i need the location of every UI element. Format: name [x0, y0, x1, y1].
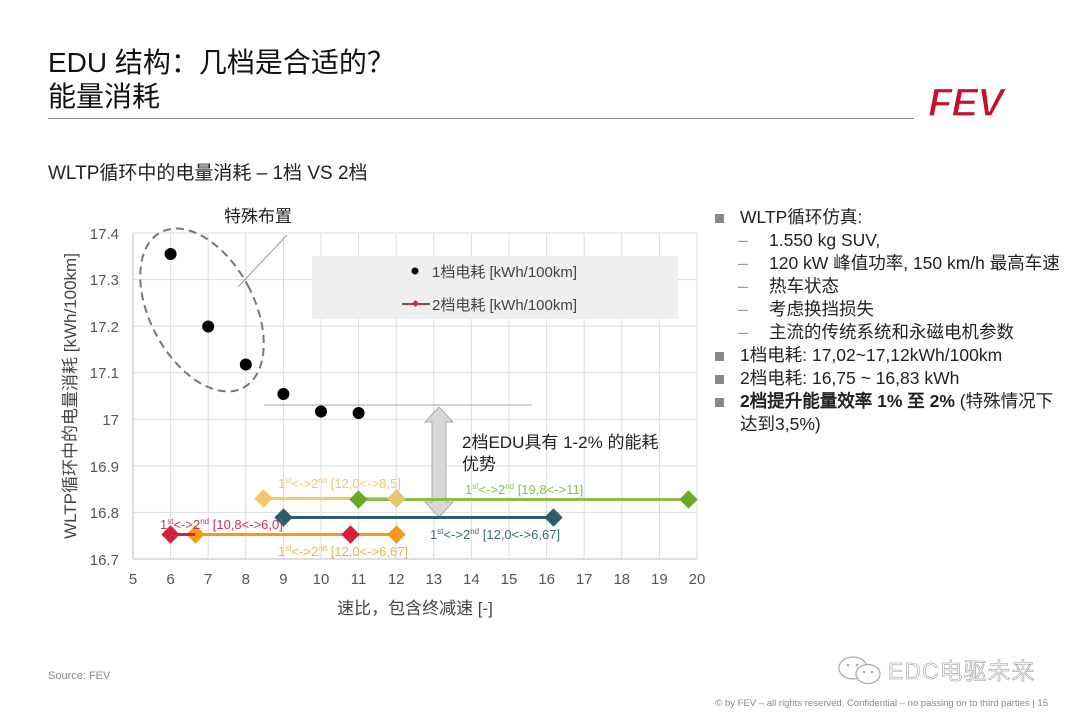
sub-bullet-power-speed: 120 kW 峰值功率, 150 km/h 最高车速 — [712, 252, 1062, 275]
label-red: 1st<->2nd [10,8<->6,0] — [160, 517, 283, 532]
data-point — [164, 248, 177, 260]
svg-text:17.3: 17.3 — [90, 272, 119, 289]
label-teal: 1st<->2nd [12,0<->6,67] — [430, 527, 560, 542]
svg-text:11: 11 — [351, 571, 367, 588]
data-point — [202, 320, 215, 333]
sub-bullet-vehicle-mass: 1.550 kg SUV, — [712, 229, 1062, 252]
legend-box — [312, 256, 678, 319]
svg-text:16: 16 — [538, 571, 555, 588]
title-divider — [48, 118, 914, 119]
watermark-text: EDC电驱未来 — [888, 658, 1036, 685]
label-orange: 1st<->2nd [12,0<->6,67] — [278, 544, 408, 559]
advantage-label-line-2: 优势 — [462, 455, 496, 474]
svg-text:19: 19 — [651, 571, 668, 588]
svg-text:9: 9 — [279, 571, 287, 588]
energy-consumption-chart: 17.4 17.3 17.2 17.1 17 16.9 16.8 16.7 5 … — [61, 207, 706, 618]
series-teal-12-6.67 — [274, 508, 563, 527]
special-layout-pointer — [237, 234, 288, 288]
svg-text:17.4: 17.4 — [90, 226, 119, 243]
key-findings-list: WLTP循环仿真: 1.550 kg SUV, 120 kW 峰值功率, 150… — [712, 206, 1062, 436]
svg-text:18: 18 — [613, 571, 630, 588]
svg-text:16.8: 16.8 — [90, 505, 119, 522]
svg-text:17.1: 17.1 — [90, 365, 119, 382]
svg-text:FEV: FEV — [928, 84, 1007, 120]
svg-text:20: 20 — [689, 571, 706, 588]
svg-text:10: 10 — [313, 571, 330, 588]
svg-text:17: 17 — [102, 412, 119, 429]
svg-text:16.9: 16.9 — [90, 459, 119, 476]
svg-text:15: 15 — [501, 571, 518, 588]
special-layout-ellipse — [139, 227, 265, 393]
title-line-1: EDU 结构：几档是合适的？ — [48, 47, 395, 78]
x-axis-label: 速比，包含终减速 [-] — [337, 599, 493, 618]
series-green-19.8-11 — [349, 489, 698, 509]
svg-text:8: 8 — [242, 571, 250, 588]
bullet-efficiency-gain: 2档提升能量效率 1% 至 2% (特殊情况下达到3,5%) — [712, 390, 1062, 436]
axes — [132, 233, 697, 560]
title-line-2: 能量消耗 — [48, 81, 161, 112]
sub-bullet-shift-losses: 考虑换挡损失 — [712, 298, 1062, 321]
legend-label-2nd-gear: 2档电耗 [kWh/100km] — [432, 297, 577, 314]
sub-bullet-warm-state: 热车状态 — [712, 275, 1062, 298]
fev-logo: FEV — [926, 80, 1032, 125]
bullet-2nd-gear-consumption: 2档电耗: 16,75 ~ 16,83 kWh — [712, 367, 1062, 390]
data-point — [315, 405, 327, 418]
chart-subtitle: WLTP循环中的电量消耗 – 1档 VS 2档 — [48, 163, 368, 184]
special-layout-label: 特殊布置 — [224, 207, 292, 226]
sub-bullet-motor-params: 主流的传统系统和永磁电机参数 — [712, 321, 1062, 344]
first-gear-points — [164, 248, 365, 419]
copyright-footer: © by FEV – all rights reserved. Confiden… — [715, 698, 1048, 709]
legend-marker-1st-gear — [411, 267, 419, 275]
svg-text:12: 12 — [388, 571, 405, 588]
series-red-10.8-6.0 — [161, 525, 360, 544]
wechat-icon — [836, 654, 886, 693]
legend-marker-2nd-gear — [411, 299, 420, 308]
data-point — [277, 388, 290, 400]
y-tick-labels: 17.4 17.3 17.2 17.1 17 16.9 16.8 16.7 — [90, 226, 119, 569]
legend-label-1st-gear: 1档电耗 [kWh/100km] — [432, 264, 577, 281]
svg-text:14: 14 — [463, 571, 480, 588]
svg-text:17: 17 — [576, 571, 593, 588]
page-title: EDU 结构：几档是合适的？ 能量消耗 — [48, 46, 395, 114]
advantage-label-line-1: 2档EDU具有 1-2% 的能耗 — [462, 433, 658, 452]
data-point — [239, 358, 252, 371]
efficiency-gain-note: (特殊情况下达到3,5%) — [740, 391, 1054, 434]
bullet-wltp-simulation: WLTP循环仿真: — [712, 206, 1062, 229]
label-green: 1st<->2nd [19,8<->11] — [465, 482, 583, 497]
svg-text:6: 6 — [166, 571, 174, 588]
data-point — [352, 407, 365, 419]
svg-text:16.7: 16.7 — [90, 552, 119, 569]
series-orange-12-6.67 — [186, 525, 406, 544]
y-axis-label: WLTP循环中的电量消耗 [kWh/100km] — [61, 253, 80, 539]
source-note: Source: FEV — [48, 670, 111, 682]
svg-text:13: 13 — [425, 571, 442, 588]
label-yellow: 1st<->2nd [12,0<->8,5] — [278, 476, 401, 491]
efficiency-gain-bold: 2档提升能量效率 1% 至 2% — [740, 391, 955, 411]
bullet-1st-gear-consumption: 1档电耗: 17,02~17,12kWh/100km — [712, 344, 1062, 367]
x-tick-labels: 5 6 7 8 9 10 11 12 13 14 15 16 17 18 19 … — [129, 571, 706, 588]
svg-text:5: 5 — [129, 571, 137, 588]
svg-text:17.2: 17.2 — [90, 319, 119, 336]
svg-text:7: 7 — [204, 571, 212, 588]
